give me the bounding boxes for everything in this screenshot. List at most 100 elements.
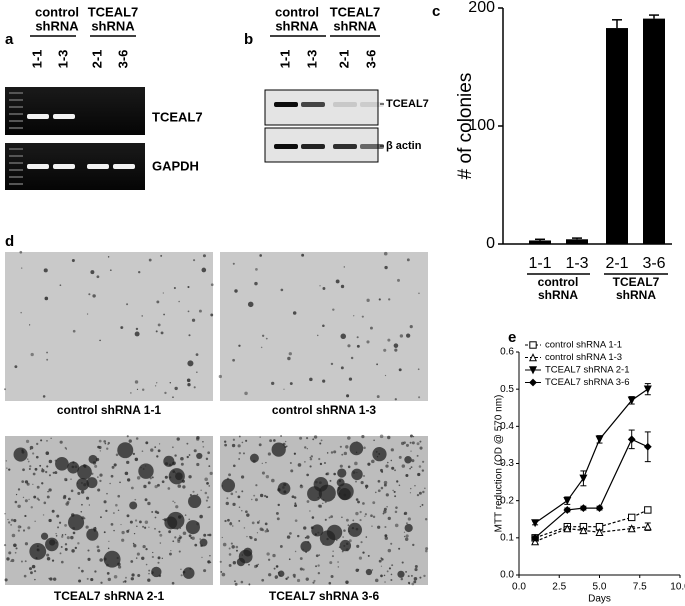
cell-speck (72, 329, 76, 333)
cell-speck (386, 570, 389, 573)
cell-speck (322, 287, 326, 290)
cell-speck (193, 449, 197, 453)
ladder-band (9, 162, 23, 164)
cell-speck (242, 452, 245, 455)
cell-speck (228, 547, 231, 550)
cell-speck (323, 461, 327, 465)
cell-speck (220, 571, 223, 573)
ladder-band (9, 148, 23, 150)
group-label: shRNA (91, 18, 135, 33)
cell-speck (199, 514, 203, 519)
colony (404, 456, 412, 464)
cell-speck (309, 510, 311, 512)
cell-speck (225, 501, 229, 506)
cell-speck (258, 520, 261, 522)
cell-speck (205, 457, 209, 461)
cell-speck (218, 374, 222, 379)
cell-speck (141, 556, 145, 560)
cell-speck (144, 526, 147, 529)
cell-speck (405, 534, 409, 538)
cell-speck (329, 479, 332, 482)
panel-label: a (5, 31, 14, 48)
cell-speck (173, 501, 176, 504)
cell-speck (294, 550, 297, 553)
cell-speck (204, 477, 208, 482)
colony (90, 270, 95, 275)
ladder-band (9, 120, 23, 122)
cell-speck (390, 459, 392, 462)
legend-label: TCEAL7 shRNA 2-1 (545, 365, 629, 376)
cell-speck (21, 480, 25, 483)
cell-speck (5, 460, 7, 462)
cell-speck (360, 541, 363, 544)
cell-speck (320, 439, 323, 442)
cell-speck (418, 465, 422, 468)
lane-label: 3-6 (363, 50, 378, 69)
cell-speck (187, 383, 191, 387)
cell-speck (377, 489, 381, 493)
cell-speck (150, 448, 154, 452)
cell-speck (28, 498, 30, 501)
blot-band (333, 144, 357, 149)
cell-speck (280, 288, 284, 292)
cell-speck (279, 545, 283, 548)
cell-speck (99, 450, 101, 452)
cell-speck (394, 398, 397, 401)
cell-speck (362, 551, 365, 554)
cell-speck (271, 478, 275, 483)
cell-speck (31, 564, 36, 569)
cell-speck (126, 435, 129, 438)
blot-band (301, 102, 325, 107)
cell-speck (142, 525, 145, 528)
cell-speck (340, 366, 344, 370)
cell-speck (29, 445, 34, 450)
cell-speck (256, 521, 260, 524)
group-label: control (275, 4, 319, 19)
cell-speck (405, 570, 407, 573)
cell-speck (224, 519, 227, 523)
cell-speck (383, 510, 387, 514)
cell-speck (171, 581, 175, 585)
cell-speck (189, 493, 192, 497)
series-line (534, 438, 649, 539)
lane-label: 1-1 (29, 50, 44, 69)
x-tick-label: 5.0 (593, 582, 607, 593)
cell-speck (275, 577, 277, 579)
cell-speck (104, 442, 107, 445)
cell-speck (143, 484, 147, 489)
colony (271, 442, 286, 457)
cell-speck (399, 334, 404, 338)
cell-speck (70, 478, 72, 480)
cell-speck (313, 435, 318, 439)
cell-speck (299, 436, 303, 440)
cell-speck (187, 285, 190, 289)
cell-speck (107, 577, 111, 582)
cell-speck (390, 573, 393, 576)
group-label: TCEAL7 (330, 4, 381, 19)
y-axis-label: MTT reduction (OD @ 570 nm) (494, 395, 505, 533)
cell-speck (207, 506, 210, 509)
cell-speck (204, 491, 208, 495)
cell-speck (354, 461, 358, 466)
cell-speck (134, 457, 139, 462)
cell-speck (182, 531, 187, 536)
cell-speck (405, 474, 409, 478)
cell-speck (34, 578, 36, 581)
ladder-band (9, 92, 23, 94)
cell-speck (174, 536, 177, 539)
cell-speck (13, 543, 17, 548)
cell-speck (34, 520, 36, 522)
cell-speck (199, 538, 201, 540)
cell-speck (387, 338, 391, 342)
cell-speck (65, 502, 69, 506)
y-tick-label: 0.3 (500, 458, 514, 469)
y-tick-label: 0.5 (500, 384, 514, 395)
cell-speck (100, 581, 103, 584)
cell-speck (353, 315, 355, 317)
cell-speck (44, 296, 49, 301)
cell-speck (376, 395, 380, 399)
cell-speck (134, 498, 137, 501)
cell-speck (361, 315, 364, 318)
cell-speck (97, 488, 101, 492)
cell-speck (383, 251, 388, 256)
